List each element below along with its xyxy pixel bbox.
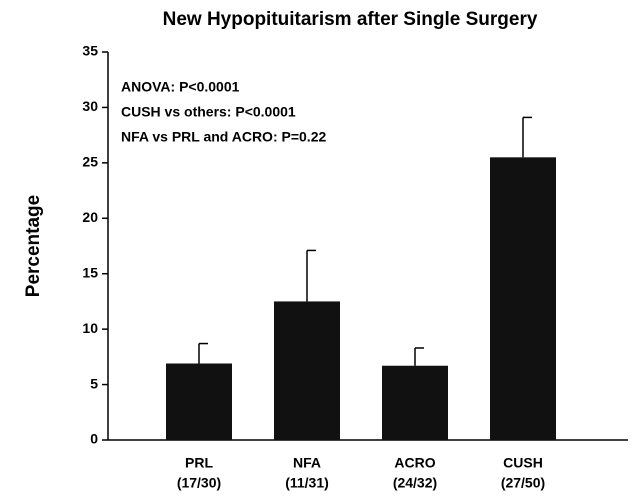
bar xyxy=(490,157,556,441)
y-tick-label: 25 xyxy=(82,154,98,170)
x-tick-label: ACRO xyxy=(394,455,435,471)
x-tick-label: PRL xyxy=(185,455,213,471)
annotation: CUSH vs others: P<0.0001 xyxy=(121,104,296,120)
x-tick-sublabel: (24/32) xyxy=(393,475,437,491)
y-tick-label: 15 xyxy=(82,264,98,280)
x-tick-sublabel: (11/31) xyxy=(285,475,329,491)
x-tick-sublabel: (17/30) xyxy=(177,475,221,491)
y-tick-label: 0 xyxy=(90,431,98,447)
y-axis-label: Percentage xyxy=(23,195,44,297)
x-tick-label: NFA xyxy=(293,455,321,471)
y-tick-label: 10 xyxy=(82,320,98,336)
x-tick-label: CUSH xyxy=(503,455,543,471)
y-tick-label: 5 xyxy=(90,375,98,391)
bar xyxy=(274,301,340,440)
y-tick-label: 20 xyxy=(82,209,98,225)
bar xyxy=(166,363,232,440)
annotation: ANOVA: P<0.0001 xyxy=(121,79,240,95)
chart-title: New Hypopituitarism after Single Surgery xyxy=(163,9,538,30)
y-tick-label: 30 xyxy=(82,98,98,114)
y-tick-label: 35 xyxy=(82,43,98,59)
bar xyxy=(382,365,448,440)
annotation: NFA vs PRL and ACRO: P=0.22 xyxy=(121,129,326,145)
x-tick-sublabel: (27/50) xyxy=(501,475,545,491)
